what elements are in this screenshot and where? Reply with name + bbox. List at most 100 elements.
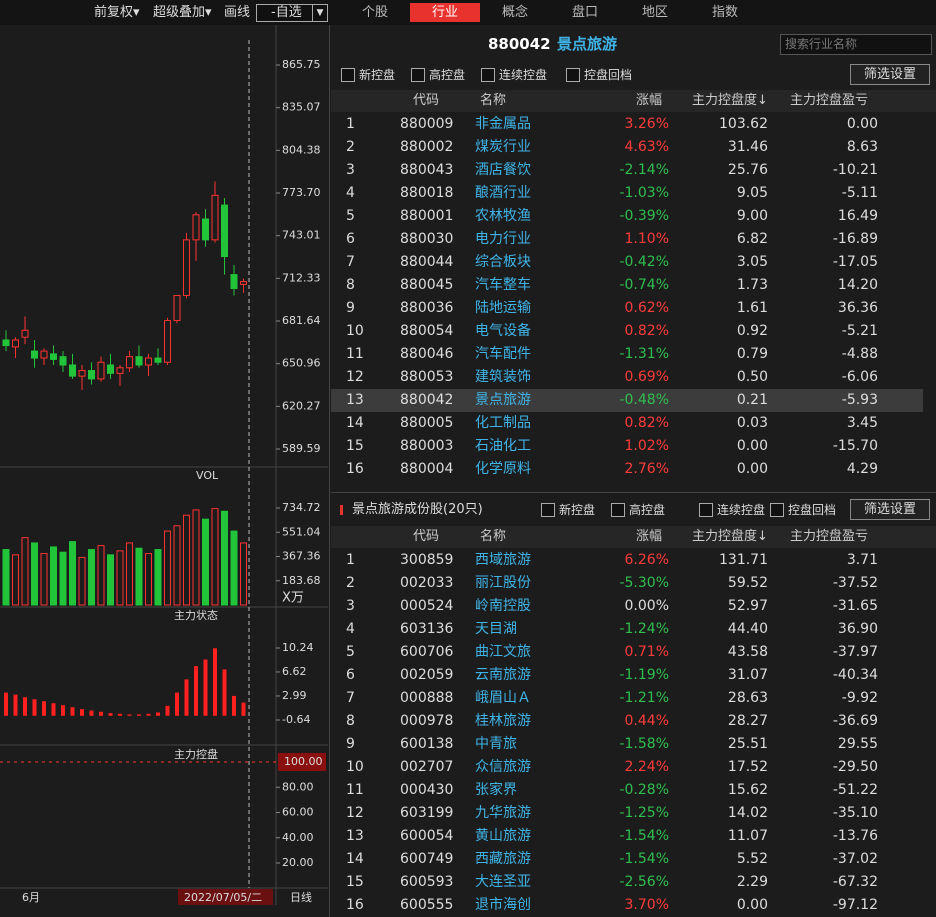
column-header[interactable]: 涨幅 <box>636 529 663 544</box>
checkbox[interactable] <box>411 68 425 82</box>
row-name[interactable]: 电力行业 <box>475 231 531 247</box>
column-header[interactable]: 涨幅 <box>636 93 663 108</box>
candle-body <box>50 353 57 360</box>
volume-bar <box>59 551 67 606</box>
tab[interactable]: 指数 <box>711 5 738 20</box>
row-code: 600706 <box>400 644 454 660</box>
row-name[interactable]: 石油化工 <box>475 438 531 454</box>
status-bar <box>203 659 208 716</box>
row-pnl: -13.76 <box>832 828 878 844</box>
status-bar <box>89 710 94 716</box>
row-pnl: 16.49 <box>837 208 878 224</box>
row-name[interactable]: 酿酒行业 <box>475 185 531 201</box>
filter-label: 连续控盘 <box>717 503 766 517</box>
tab[interactable]: 概念 <box>501 5 528 20</box>
search-placeholder: 搜索行业名称 <box>785 37 858 51</box>
row-degree: 52.97 <box>727 598 768 614</box>
candle-body <box>31 350 38 359</box>
row-code: 000430 <box>400 782 454 798</box>
adjust-menu[interactable]: 前复权▾ <box>94 5 140 20</box>
row-name[interactable]: 化工制品 <box>475 415 531 431</box>
status-bar <box>118 713 122 716</box>
row-name[interactable]: 大连圣亚 <box>475 874 531 890</box>
row-rank: 14 <box>346 851 364 867</box>
row-code: 603199 <box>400 805 454 821</box>
row-name[interactable]: 曲江文旅 <box>475 644 531 660</box>
row-degree: 9.05 <box>736 185 768 201</box>
overlay-menu[interactable]: 超级叠加▾ <box>153 5 212 20</box>
column-header[interactable]: 名称 <box>480 529 507 544</box>
row-name[interactable]: 陆地运输 <box>475 300 531 316</box>
checkbox[interactable] <box>481 68 495 82</box>
row-degree: 28.63 <box>727 690 768 706</box>
checkbox[interactable] <box>541 503 555 517</box>
row-name[interactable]: 汽车配件 <box>475 346 531 362</box>
volume-bar <box>135 547 143 606</box>
row-name[interactable]: 丽江股份 <box>475 575 531 591</box>
column-header[interactable]: 名称 <box>480 93 507 108</box>
row-name[interactable]: 桂林旅游 <box>475 713 531 729</box>
tab[interactable]: 地区 <box>641 5 668 20</box>
row-name[interactable]: 农林牧渔 <box>475 208 531 224</box>
draw-button[interactable]: 画线 <box>224 5 251 20</box>
row-code: 880045 <box>400 277 454 293</box>
x-label: 6月 <box>22 891 40 904</box>
volume-bar <box>202 518 209 606</box>
row-name[interactable]: 退市海创 <box>475 897 531 913</box>
row-name[interactable]: 非金属品 <box>475 116 531 132</box>
row-name[interactable]: 张家界 <box>475 782 517 798</box>
tab[interactable]: 盘口 <box>571 5 598 20</box>
column-header[interactable]: 代码 <box>413 529 440 544</box>
column-header[interactable]: 主力控盘盈亏 <box>790 93 869 108</box>
tab[interactable]: 个股 <box>361 5 388 20</box>
row-code: 880053 <box>400 369 454 385</box>
row-name[interactable]: 电气设备 <box>475 323 531 339</box>
row-degree: 0.00 <box>736 897 768 913</box>
checkbox[interactable] <box>341 68 355 82</box>
row-pnl: -35.10 <box>832 805 878 821</box>
filter-button[interactable]: 筛选设置 <box>850 64 930 85</box>
checkbox[interactable] <box>699 503 713 517</box>
row-degree: 131.71 <box>719 552 768 568</box>
checkbox[interactable] <box>611 503 625 517</box>
watchlist-dropdown[interactable]: -自选 ▼ <box>256 4 328 22</box>
row-pnl: 4.29 <box>846 461 878 477</box>
column-header[interactable]: 主力控盘度↓ <box>692 529 768 544</box>
row-name[interactable]: 西藏旅游 <box>475 851 531 867</box>
search-box[interactable]: 搜索行业名称 <box>780 34 932 55</box>
row-name[interactable]: 化学原料 <box>475 461 531 477</box>
row-name[interactable]: 汽车整车 <box>475 277 531 293</box>
row-name[interactable]: 景点旅游 <box>475 392 531 408</box>
column-header[interactable]: 主力控盘度↓ <box>692 93 768 108</box>
filter-button[interactable]: 筛选设置 <box>850 499 930 520</box>
y-tick-label: 681.64 <box>282 314 321 327</box>
column-header[interactable]: 主力控盘盈亏 <box>790 529 869 544</box>
row-name[interactable]: 峨眉山Ａ <box>475 690 531 706</box>
checkbox[interactable] <box>566 68 580 82</box>
row-name[interactable]: 九华旅游 <box>475 805 531 821</box>
row-name[interactable]: 天目湖 <box>475 621 517 637</box>
tab[interactable]: 行业 <box>410 3 480 22</box>
row-code: 880036 <box>400 300 454 316</box>
row-name[interactable]: 建筑装饰 <box>475 369 531 385</box>
volume-bar <box>211 508 219 606</box>
y-tick-label: 40.00 <box>282 831 314 844</box>
checkbox[interactable] <box>770 503 784 517</box>
row-name[interactable]: 酒店餐饮 <box>475 162 531 178</box>
row-name[interactable]: 众信旅游 <box>475 759 531 775</box>
row-name[interactable]: 中青旅 <box>475 736 517 752</box>
column-header[interactable]: 代码 <box>413 93 440 108</box>
candle-body <box>69 364 76 377</box>
row-name[interactable]: 岭南控股 <box>475 598 531 614</box>
row-code: 002059 <box>400 667 454 683</box>
status-bar <box>99 711 103 716</box>
row-pnl: -5.21 <box>841 323 878 339</box>
row-name[interactable]: 综合板块 <box>475 254 531 270</box>
row-pnl: 8.63 <box>846 139 878 155</box>
row-name[interactable]: 西域旅游 <box>475 552 531 568</box>
row-pnl: -40.34 <box>832 667 878 683</box>
row-degree: 6.82 <box>736 231 768 247</box>
row-name[interactable]: 云南旅游 <box>475 667 531 683</box>
row-name[interactable]: 煤炭行业 <box>475 139 531 155</box>
row-name[interactable]: 黄山旅游 <box>475 828 531 844</box>
